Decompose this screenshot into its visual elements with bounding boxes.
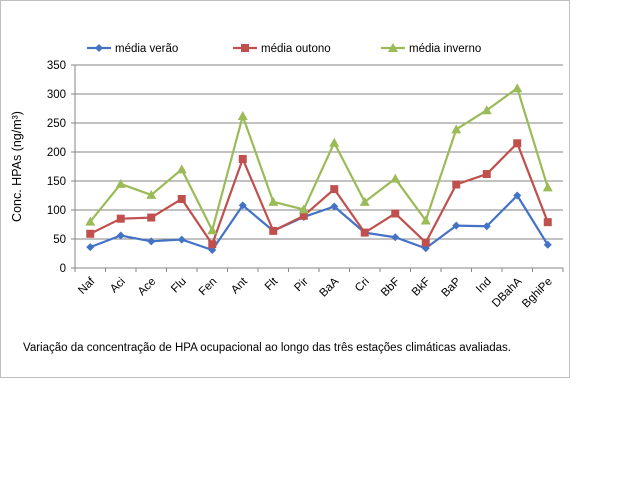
data-point [330, 185, 339, 194]
series-group [85, 83, 553, 255]
legend-entry: média verão [87, 43, 178, 55]
legend-entry: média outono [233, 43, 331, 55]
chart-caption: Variação da concentração de HPA ocupacio… [23, 342, 511, 354]
x-tick-label: BbF [379, 276, 402, 299]
data-point [269, 226, 278, 235]
y-tick-label: 250 [47, 118, 66, 130]
data-point [481, 105, 492, 115]
y-tick-labels: 0 50 100 150 200 250 300 350 [47, 60, 66, 275]
y-tick-label: 150 [47, 176, 66, 188]
y-tick-label: 200 [47, 147, 66, 159]
data-point [452, 180, 461, 189]
data-point [115, 178, 126, 188]
data-point [512, 83, 523, 93]
data-point [116, 231, 125, 240]
x-tick-label: BaP [440, 275, 464, 299]
axes [74, 65, 564, 272]
x-tick-label: Ind [474, 276, 494, 296]
line-chart: média verão média outono média inverno 0 50… [10, 43, 564, 310]
data-point [360, 228, 369, 237]
data-point [452, 221, 461, 230]
series-line [89, 142, 549, 246]
data-point [482, 170, 491, 179]
data-point [177, 194, 186, 203]
data-point [147, 237, 156, 246]
legend-marker [388, 43, 398, 52]
x-tick-label: Aci [108, 276, 128, 296]
legend-marker [95, 44, 103, 52]
x-tick-label: Cri [353, 276, 372, 295]
x-tick-label: Ace [136, 276, 159, 299]
data-point [359, 196, 370, 206]
x-tick-label: BkF [410, 276, 433, 299]
data-point [207, 225, 218, 235]
data-point [421, 238, 430, 247]
data-point [237, 111, 248, 121]
data-point [513, 139, 522, 148]
x-tick-label: Flu [169, 276, 189, 296]
data-point [238, 154, 247, 163]
gridlines [71, 64, 563, 269]
x-tick-label: Ant [229, 275, 250, 296]
data-point [298, 204, 309, 214]
data-point [451, 124, 462, 134]
data-point [329, 137, 340, 147]
series-3 [85, 83, 553, 235]
data-point [513, 191, 522, 200]
legend-entry: média inverno [381, 43, 481, 55]
x-tick-label: Flt [263, 275, 281, 293]
data-point [85, 216, 96, 226]
series-1 [86, 191, 552, 255]
data-point [177, 235, 186, 244]
y-tick-label: 0 [60, 263, 66, 275]
data-point [391, 209, 400, 218]
data-point [238, 201, 247, 210]
y-axis-label: Conc. HPAs (ng/m³) [10, 111, 24, 222]
data-point [86, 243, 95, 252]
data-point [420, 215, 431, 225]
legend-label: média verão [115, 43, 178, 55]
legend-label: média inverno [409, 43, 481, 55]
data-point [208, 240, 217, 249]
data-point [86, 229, 95, 238]
x-tick-label: BaA [318, 275, 342, 299]
data-point [268, 196, 279, 206]
x-tick-label: DBahA [490, 275, 524, 309]
data-point [482, 222, 491, 231]
data-point [147, 213, 156, 222]
chart-frame: média verão média outono média inverno 0 50… [0, 0, 570, 378]
data-point [146, 189, 157, 199]
data-point [542, 182, 553, 192]
x-tick-label: Naf [76, 275, 98, 297]
data-point [543, 240, 552, 249]
x-tick-label: BghiPe [520, 276, 555, 311]
y-tick-label: 100 [47, 205, 66, 217]
legend-marker [241, 44, 249, 52]
data-point [330, 202, 339, 211]
y-tick-label: 350 [47, 60, 66, 72]
legend: média verão média outono média inverno [87, 43, 481, 55]
legend-label: média outono [261, 43, 331, 55]
y-tick-label: 300 [47, 89, 66, 101]
data-point [543, 218, 552, 227]
data-point [116, 214, 125, 223]
x-tick-labels: Naf Aci Ace Flu Fen Ant Flt Pir BaA Cri BbF BkF BaP I… [76, 275, 555, 310]
x-tick-label: Fen [197, 276, 220, 299]
series-line [89, 194, 549, 252]
series-line [89, 87, 549, 232]
y-tick-label: 50 [53, 234, 66, 246]
data-point [390, 173, 401, 183]
x-tick-label: Pir [292, 276, 311, 295]
data-point [299, 211, 308, 220]
series-2 [86, 139, 552, 249]
data-point [391, 233, 400, 242]
data-point [176, 164, 187, 174]
